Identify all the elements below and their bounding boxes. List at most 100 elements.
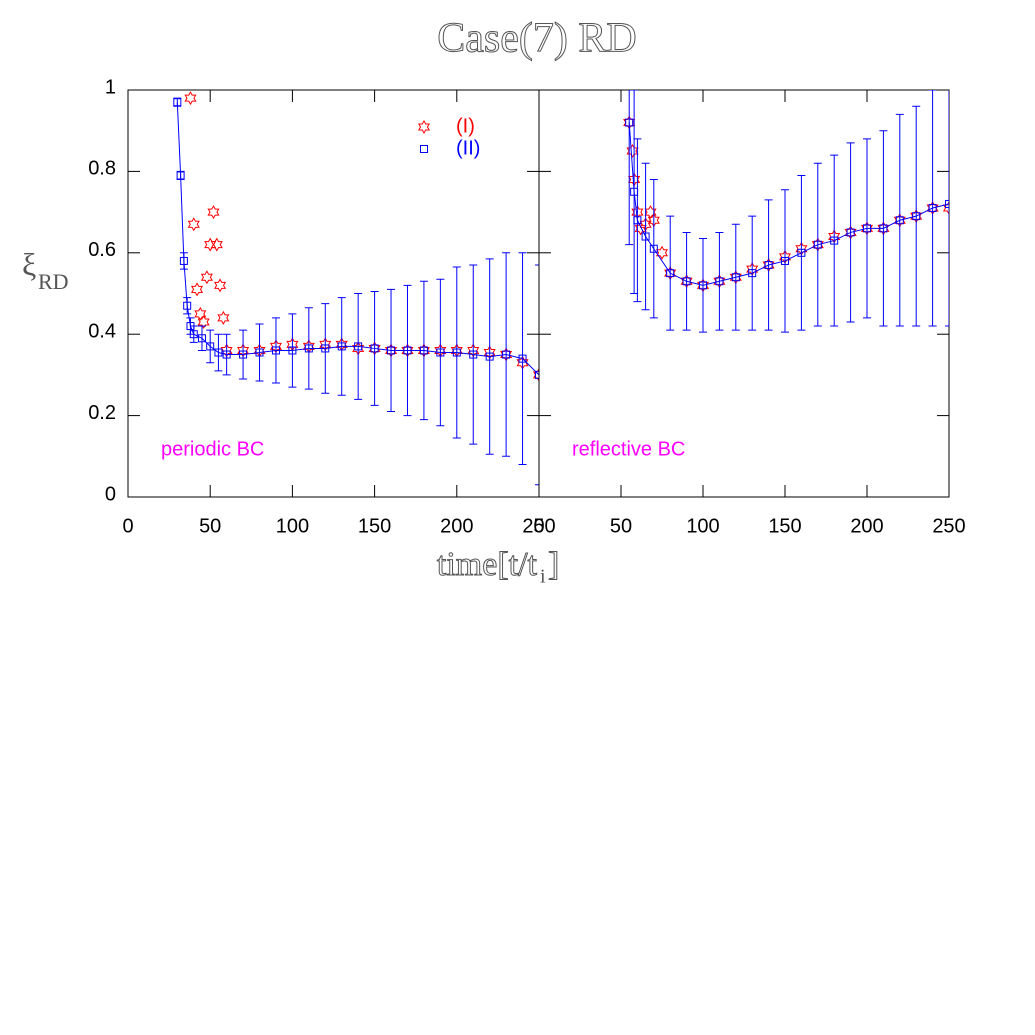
data-point: [649, 244, 658, 253]
x-tick-label: 150: [358, 515, 391, 537]
error-bar: [222, 333, 231, 376]
data-point: [197, 334, 206, 343]
data-point: [912, 212, 921, 221]
plot-frame: [538, 89, 950, 498]
y-tick-label: 0.2: [88, 402, 116, 424]
error-bar: [370, 290, 379, 406]
data-point: [271, 346, 280, 355]
data-point: [184, 91, 197, 106]
error-bar: [485, 258, 494, 455]
panel: 0 0.2 0.4 0.6 0.8 1 0 50 100 150 200 250 periodic BC…: [88, 76, 556, 537]
data-point: [387, 346, 396, 355]
data-point: [186, 322, 195, 331]
data-point: [625, 118, 634, 127]
y-tick-label: 1: [105, 76, 116, 98]
data-point: [945, 199, 949, 208]
error-bar: [255, 323, 264, 382]
error-bar: [895, 113, 904, 327]
data-point: [813, 240, 822, 249]
chart-title: Case(7) RD: [437, 16, 636, 62]
data-point: [666, 269, 675, 278]
y-tick-label: 0: [105, 483, 116, 505]
x-tick-label: 50: [199, 515, 221, 537]
data-point: [630, 187, 639, 196]
error-bar: [945, 90, 949, 327]
series-line: [628, 122, 949, 286]
data-point: [485, 352, 494, 361]
legend-label: (II): [456, 137, 480, 159]
error-bar: [748, 215, 757, 331]
data-point: [830, 236, 839, 245]
data-point: [370, 344, 379, 353]
data-point: [436, 348, 445, 357]
plot-area: [623, 90, 949, 333]
data-point: [200, 270, 213, 285]
data-point: [518, 354, 527, 363]
x-tick-label: 100: [276, 515, 309, 537]
annotation: periodic BC: [161, 438, 264, 460]
error-bar: [641, 162, 650, 311]
error-bar: [633, 138, 642, 303]
error-bar: [502, 252, 511, 457]
data-point: [764, 261, 773, 270]
y-axis-label: ξ: [22, 246, 36, 282]
error-bar: [206, 329, 215, 364]
data-point: [337, 342, 346, 351]
error-bar: [682, 231, 691, 331]
legend-label: (I): [456, 115, 475, 137]
data-point: [403, 346, 412, 355]
error-bar: [879, 130, 888, 327]
error-bar: [731, 223, 740, 331]
error-bar: [214, 333, 223, 372]
data-point: [189, 330, 198, 339]
error-bar: [288, 313, 297, 388]
data-point: [781, 256, 789, 265]
error-bar: [625, 90, 634, 246]
data-point: [183, 301, 192, 310]
data-point: [715, 277, 724, 286]
error-bar: [271, 317, 280, 384]
error-bar: [183, 297, 192, 315]
error-bar: [764, 199, 773, 331]
data-point: [210, 237, 223, 252]
error-bar: [518, 252, 527, 465]
legend-marker: [420, 145, 428, 153]
x-tick-label: 200: [440, 515, 473, 537]
data-point: [655, 245, 669, 260]
annotation: reflective BC: [572, 438, 685, 460]
error-bar: [354, 293, 363, 400]
data-point: [176, 171, 185, 180]
data-point: [502, 350, 511, 359]
data-point: [928, 204, 937, 213]
error-bar: [863, 138, 871, 319]
data-point: [214, 348, 223, 357]
error-bar: [173, 97, 182, 107]
data-point: [222, 350, 231, 359]
y-tick-label: 0.6: [88, 239, 116, 261]
data-point: [207, 205, 220, 220]
data-point: [194, 306, 207, 321]
data-point: [354, 342, 363, 351]
error-bar: [337, 297, 346, 396]
data-point: [863, 224, 871, 233]
x-tick-label: 150: [768, 515, 801, 537]
data-point: [895, 216, 904, 225]
data-point: [206, 342, 215, 351]
data-point: [179, 256, 188, 265]
data-point: [641, 232, 650, 241]
error-bar: [176, 170, 185, 181]
x-tick-label: 0: [122, 515, 133, 537]
x-axis-label: time[t/t: [437, 546, 538, 583]
error-bar: [535, 264, 539, 486]
error-bar: [630, 90, 639, 294]
error-bar: [304, 307, 313, 390]
error-bar: [469, 264, 478, 445]
data-point: [187, 217, 200, 232]
error-bar: [239, 329, 248, 380]
x-tick-label: 200: [850, 515, 883, 537]
error-bar: [197, 325, 206, 351]
error-bar: [436, 278, 445, 427]
panel: 0 50 100 150 200 250 reflective BC: [533, 89, 966, 537]
data-point: [217, 310, 230, 325]
error-bar: [321, 303, 330, 394]
